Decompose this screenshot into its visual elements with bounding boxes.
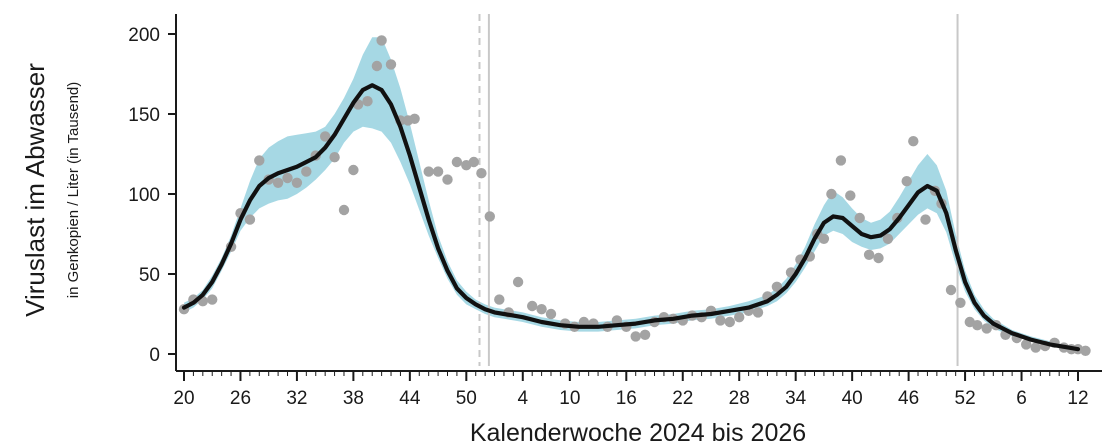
measurement-point-72: [854, 212, 865, 224]
measurement-point-27: [423, 166, 434, 177]
measurement-point-97: [1080, 345, 1091, 356]
x-tick-label-7: 10: [559, 388, 580, 409]
measurement-point-26: [409, 113, 420, 125]
x-tick-label-9: 22: [672, 388, 693, 409]
measurement-point-74: [873, 252, 884, 264]
x-tick-label-15: 6: [1016, 388, 1027, 409]
x-tick-label-1: 26: [230, 388, 251, 409]
measurement-point-15: [320, 131, 331, 142]
measurement-point-58: [724, 316, 735, 328]
x-tick-label-0: 20: [173, 388, 194, 409]
measurement-point-71: [845, 190, 856, 201]
measurement-point-43: [578, 316, 590, 328]
y-tick-label-150: 150: [128, 105, 160, 126]
x-tick-label-5: 50: [456, 388, 477, 409]
measurement-point-35: [494, 294, 505, 305]
measurement-point-59: [734, 312, 745, 323]
x-tick-label-6: 4: [517, 388, 528, 409]
measurement-point-49: [639, 329, 651, 340]
measurement-point-18: [348, 164, 359, 176]
confidence-band-layer: [184, 37, 1078, 351]
measurement-point-79: [920, 214, 931, 225]
y-axis-title: Viruslast im Abwasser: [20, 63, 50, 317]
measurement-point-7: [244, 214, 256, 225]
y-tick-label-0: 0: [149, 345, 160, 366]
x-tick-label-12: 40: [842, 388, 863, 409]
measurement-point-28: [432, 166, 444, 177]
measurement-point-77: [901, 176, 912, 187]
measurement-point-37: [512, 276, 524, 288]
measurement-point-17: [338, 204, 350, 216]
measurement-point-21: [371, 60, 383, 72]
measurement-point-8: [254, 155, 265, 166]
measurement-point-63: [771, 281, 783, 292]
measurement-point-38: [527, 300, 538, 312]
measurement-point-69: [826, 188, 837, 200]
measurement-point-83: [955, 297, 966, 308]
measurement-point-13: [301, 166, 312, 177]
measurement-point-11: [282, 172, 293, 184]
confidence-band: [184, 37, 1078, 351]
axes-layer: 0 50 100 150 200 20 26 32 38 44 50 4 10 16 22 28 34 40 46 5…: [128, 14, 1102, 409]
x-tick-label-2: 32: [286, 388, 307, 409]
measurement-point-16: [329, 152, 340, 163]
measurement-point-22: [376, 35, 387, 46]
x-tick-label-13: 46: [898, 388, 919, 409]
measurement-point-33: [476, 168, 487, 179]
smoothed-line: [181, 83, 1081, 352]
measurement-points-layer: [178, 35, 1091, 356]
measurement-point-10: [272, 177, 284, 188]
measurement-point-78: [908, 136, 919, 147]
measurement-point-73: [863, 249, 875, 260]
x-tick-label-10: 28: [729, 388, 750, 409]
x-tick-label-3: 38: [343, 388, 364, 409]
x-tick-label-16: 12: [1067, 388, 1088, 409]
y-axis-subtitle: in Genkopien / Liter (in Tausend): [65, 82, 82, 299]
measurement-point-30: [451, 156, 463, 168]
y-tick-label-100: 100: [128, 185, 160, 206]
measurement-point-20: [362, 96, 373, 107]
measurement-point-61: [752, 307, 764, 318]
measurement-point-23: [385, 59, 397, 70]
measurement-point-75: [882, 233, 894, 244]
measurement-point-57: [715, 315, 726, 326]
measurement-point-12: [291, 177, 303, 188]
measurement-point-68: [818, 233, 830, 244]
y-tick-label-50: 50: [139, 265, 160, 286]
measurement-point-90: [1020, 339, 1032, 350]
measurement-point-4: [207, 294, 218, 305]
measurement-point-82: [945, 284, 957, 296]
x-tick-label-11: 34: [785, 388, 807, 409]
measurement-point-29: [442, 174, 453, 185]
smoothed-line-layer: [181, 83, 1081, 352]
x-tick-label-4: 44: [399, 388, 421, 409]
measurement-point-40: [545, 308, 557, 320]
measurement-point-48: [630, 331, 641, 342]
measurement-point-32: [468, 156, 479, 168]
measurement-point-86: [981, 323, 992, 334]
y-tick-label-200: 200: [128, 25, 160, 46]
measurement-point-70: [835, 155, 847, 166]
x-tick-label-14: 52: [955, 388, 976, 409]
measurement-point-85: [972, 320, 983, 331]
measurement-point-39: [536, 304, 547, 315]
measurement-point-34: [484, 211, 495, 222]
x-axis-title: Kalenderwoche 2024 bis 2026: [470, 419, 806, 446]
measurement-point-91: [1030, 342, 1041, 353]
x-tick-label-8: 16: [616, 388, 637, 409]
